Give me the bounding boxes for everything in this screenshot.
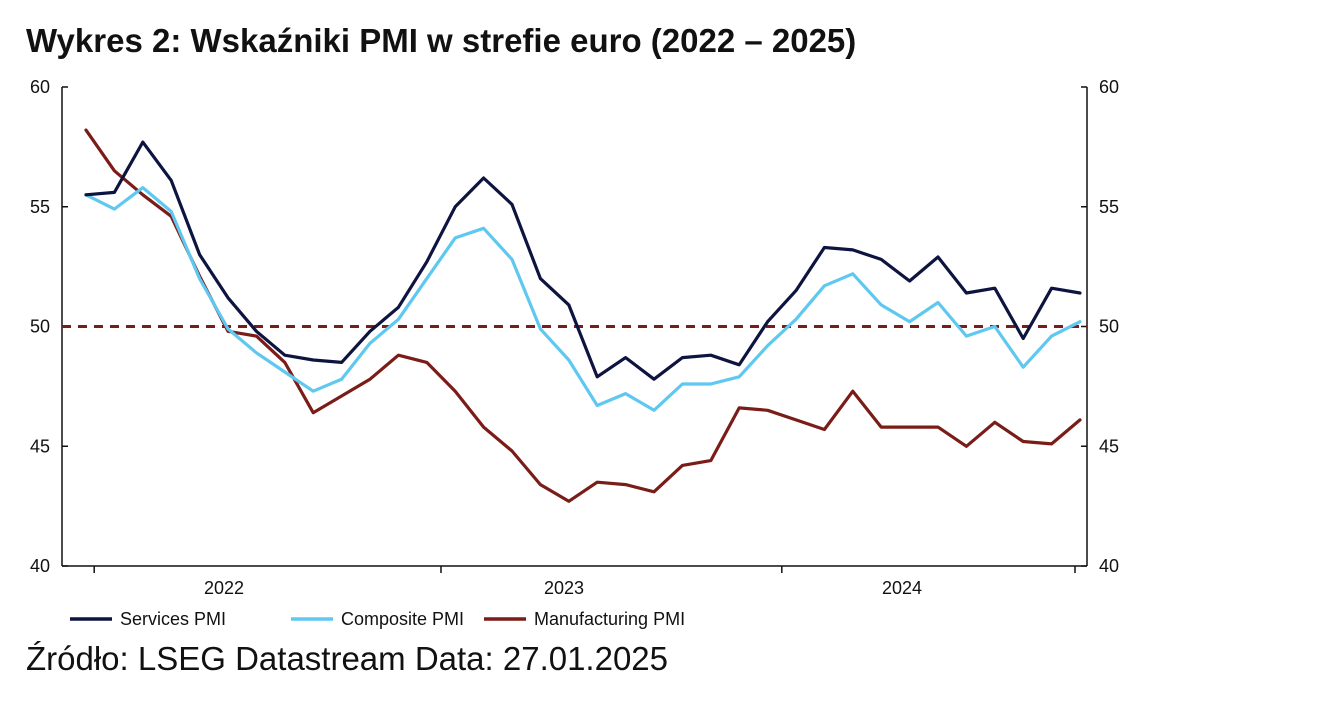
y-tick-label-right: 60 bbox=[1099, 77, 1119, 97]
legend-label-composite-pmi: Composite PMI bbox=[341, 609, 464, 629]
legend-label-services-pmi: Services PMI bbox=[120, 609, 226, 629]
series-line-composite-pmi bbox=[84, 186, 1082, 412]
y-tick-label-right: 45 bbox=[1099, 436, 1119, 456]
y-tick-label-left: 55 bbox=[30, 197, 50, 217]
y-tick-label-right: 55 bbox=[1099, 197, 1119, 217]
y-tick-label-left: 45 bbox=[30, 436, 50, 456]
plot-area: 40 40 45 45 50 50 55 55 60 60 2022 2023 2024 bbox=[30, 77, 1119, 598]
source-note: Źródło: LSEG Datastream Data: 27.01.2025 bbox=[26, 640, 669, 677]
x-tick-label: 2024 bbox=[882, 578, 922, 598]
y-tick-label-left: 50 bbox=[30, 317, 50, 337]
y-tick-label-left: 40 bbox=[30, 556, 50, 576]
series-line-manufacturing-pmi bbox=[84, 128, 1082, 503]
y-tick-label-left: 60 bbox=[30, 77, 50, 97]
legend-label-manufacturing-pmi: Manufacturing PMI bbox=[534, 609, 685, 629]
y-tick-label-right: 40 bbox=[1099, 556, 1119, 576]
page-title: Wykres 2: Wskaźniki PMI w strefie euro (… bbox=[26, 22, 857, 59]
legend: Services PMI Composite PMI Manufacturing P… bbox=[70, 609, 685, 629]
x-tick-label: 2022 bbox=[204, 578, 244, 598]
y-tick-label-right: 50 bbox=[1099, 317, 1119, 337]
x-tick-label: 2023 bbox=[544, 578, 584, 598]
series-line-services-pmi bbox=[84, 140, 1082, 381]
